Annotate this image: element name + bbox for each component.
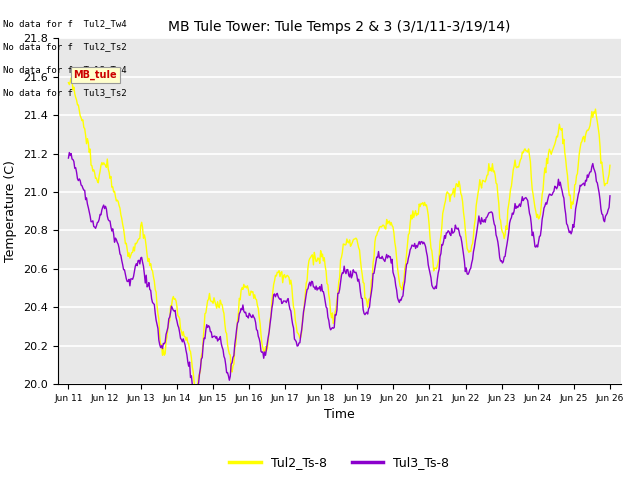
Text: No data for f  Tul2_Tw4: No data for f Tul2_Tw4 [3, 19, 127, 28]
Text: No data for f  Tul3_Ts2: No data for f Tul3_Ts2 [3, 88, 127, 97]
Legend: Tul2_Ts-8, Tul3_Ts-8: Tul2_Ts-8, Tul3_Ts-8 [225, 452, 454, 475]
X-axis label: Time: Time [324, 408, 355, 421]
Text: No data for f  Tul2_Ts2: No data for f Tul2_Ts2 [3, 42, 127, 51]
Text: No data for f  Tul3_Tw4: No data for f Tul3_Tw4 [3, 65, 127, 74]
Y-axis label: Temperature (C): Temperature (C) [4, 160, 17, 262]
Title: MB Tule Tower: Tule Temps 2 & 3 (3/1/11-3/19/14): MB Tule Tower: Tule Temps 2 & 3 (3/1/11-… [168, 21, 510, 35]
Text: MB_tule: MB_tule [74, 70, 117, 80]
